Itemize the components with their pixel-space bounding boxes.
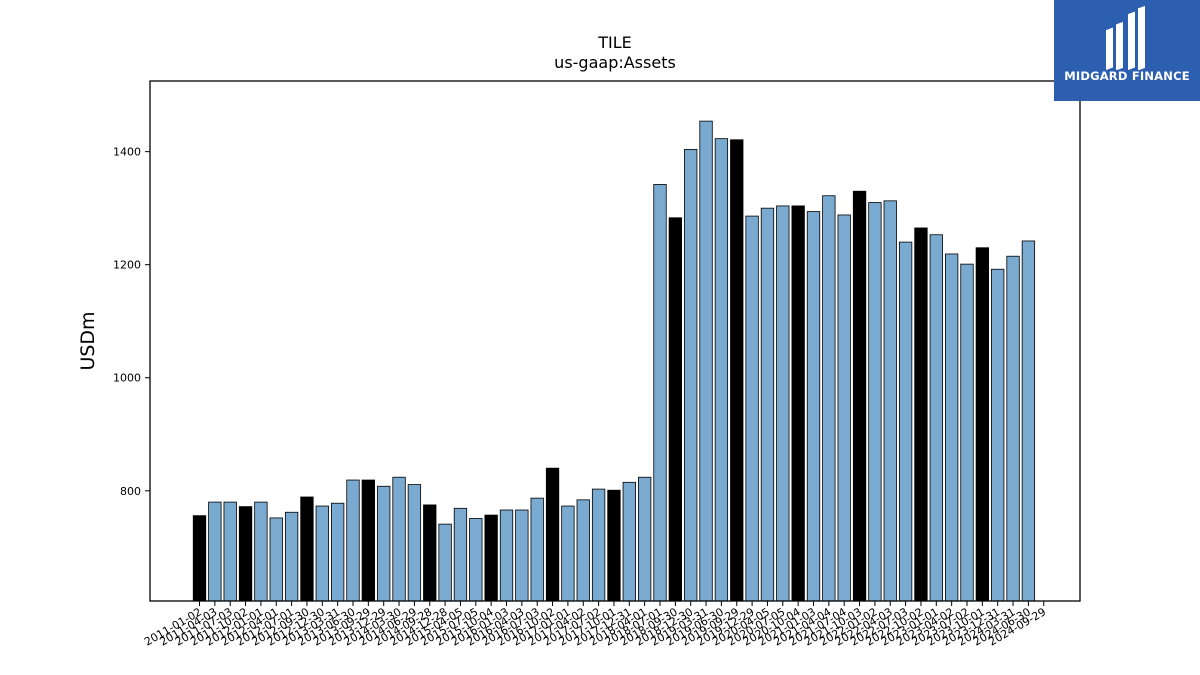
bar-2019-03-31 bbox=[699, 120, 713, 602]
y-tick-label-1400: 1400 bbox=[113, 146, 141, 159]
bar-2021-04-04 bbox=[822, 195, 836, 602]
bar-2014-09-28 bbox=[423, 504, 437, 602]
bar-2013-09-29 bbox=[361, 479, 376, 602]
bar-2011-01-02 bbox=[192, 515, 207, 602]
brand-name: MIDGARD FINANCE bbox=[1064, 69, 1190, 83]
bar-2024-03-31 bbox=[1006, 255, 1020, 602]
bar-2016-01-03 bbox=[499, 509, 514, 602]
bar-2012-12-30 bbox=[315, 505, 329, 602]
bar-2013-06-30 bbox=[346, 479, 360, 602]
bar-2019-12-29 bbox=[745, 215, 759, 602]
bar-2018-12-30 bbox=[684, 148, 698, 602]
bar-2017-01-01 bbox=[561, 505, 575, 602]
bar-2022-10-02 bbox=[914, 227, 928, 602]
bar-2011-07-03 bbox=[223, 501, 237, 602]
bar-2021-10-03 bbox=[852, 190, 867, 602]
bar-2014-03-30 bbox=[392, 476, 406, 602]
bar-2024-06-30 bbox=[1021, 240, 1036, 602]
bar-2023-04-02 bbox=[945, 253, 959, 602]
bar-2016-04-03 bbox=[515, 509, 529, 602]
bar-2018-04-01 bbox=[638, 476, 652, 602]
bar-2017-12-31 bbox=[622, 481, 636, 602]
bar-2012-09-30 bbox=[300, 496, 314, 602]
bar-2018-09-30 bbox=[668, 217, 682, 602]
brand-logo: MIDGARD FINANCE bbox=[1054, 0, 1200, 101]
bar-2013-12-29 bbox=[377, 485, 391, 602]
chart-title: TILE bbox=[597, 33, 632, 52]
bar-2012-01-01 bbox=[254, 501, 268, 602]
bar-2019-09-29 bbox=[730, 139, 744, 602]
bar-2023-07-02 bbox=[960, 263, 974, 602]
bar-2015-10-04 bbox=[484, 514, 498, 602]
bar-2015-04-05 bbox=[453, 507, 468, 602]
bar-2020-10-04 bbox=[791, 205, 805, 602]
bar-2016-10-02 bbox=[545, 467, 560, 602]
bar-2019-06-30 bbox=[714, 138, 729, 602]
bar-2013-03-31 bbox=[330, 502, 345, 602]
bar-2018-07-01 bbox=[653, 184, 667, 602]
y-tick-label-800: 800 bbox=[120, 485, 141, 498]
bar-2011-04-03 bbox=[208, 501, 222, 602]
bar-2023-10-01 bbox=[975, 247, 989, 602]
bar-2017-07-02 bbox=[591, 488, 606, 602]
bar-2023-01-01 bbox=[929, 234, 943, 602]
bar-2011-10-02 bbox=[238, 506, 253, 602]
bar-2021-07-04 bbox=[837, 214, 851, 602]
bar-2022-07-03 bbox=[898, 241, 913, 602]
bar-2017-04-02 bbox=[576, 499, 590, 602]
bar-2012-04-01 bbox=[269, 517, 283, 602]
bar-2014-12-28 bbox=[438, 523, 452, 602]
bar-2021-01-03 bbox=[806, 211, 821, 602]
y-tick-label-1000: 1000 bbox=[113, 372, 141, 385]
bar-2020-07-05 bbox=[776, 205, 790, 602]
bar-2020-04-05 bbox=[760, 207, 775, 602]
bar-2017-10-01 bbox=[607, 489, 621, 602]
plot-frame bbox=[149, 80, 1081, 602]
chart-subtitle: us-gaap:Assets bbox=[554, 53, 676, 72]
y-tick-label-1200: 1200 bbox=[113, 259, 141, 272]
bar-2022-01-02 bbox=[868, 202, 882, 602]
bar-2016-07-03 bbox=[530, 497, 544, 602]
bar-2015-07-05 bbox=[469, 518, 483, 602]
bar-2022-04-03 bbox=[883, 200, 897, 602]
bar-2014-06-29 bbox=[407, 484, 422, 602]
brand-mark-icon bbox=[1106, 5, 1145, 70]
y-axis-label: USDm bbox=[77, 311, 99, 370]
bar-2012-07-01 bbox=[284, 511, 299, 602]
bar-2023-12-31 bbox=[991, 268, 1005, 602]
